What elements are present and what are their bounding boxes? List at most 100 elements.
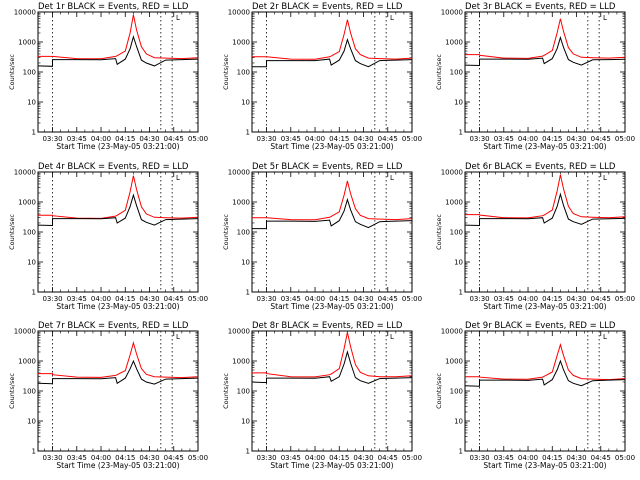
x-tick-label: 04:15 xyxy=(542,295,562,303)
y-tick-label: 10 xyxy=(27,259,36,267)
x-tick-label: 04:30 xyxy=(139,295,159,303)
x-axis-label: Start Time (23-May-05 03:21:00) xyxy=(483,142,606,151)
x-tick-label: 03:30 xyxy=(42,454,62,462)
y-tick-label: 1 xyxy=(32,129,36,137)
corner-mark: L xyxy=(603,174,607,182)
x-axis-label: Start Time (23-May-05 03:21:00) xyxy=(270,461,393,470)
y-tick-label: 1 xyxy=(246,448,250,456)
x-tick-label: 05:00 xyxy=(615,295,635,303)
x-tick-label: 03:30 xyxy=(469,135,489,143)
panel-det-9: Det 9r BLACK = Events, RED = LLD L 1 10 100 1… xyxy=(435,321,635,470)
x-tick-label: 05:00 xyxy=(402,454,422,462)
y-tick-label: 1000 xyxy=(18,199,36,207)
lld-series-line xyxy=(38,14,199,60)
lld-series-line xyxy=(38,341,199,379)
x-tick-label: 04:30 xyxy=(139,454,159,462)
y-axis-label: Counts/sec xyxy=(435,214,443,250)
y-tick-label: 1 xyxy=(459,129,463,137)
y-tick-label: 10000 xyxy=(14,9,36,17)
corner-mark: L xyxy=(390,333,394,341)
x-tick-label: 04:30 xyxy=(353,454,373,462)
x-tick-label: 03:45 xyxy=(67,295,87,303)
x-tick-label: 03:30 xyxy=(256,454,276,462)
panel-title: Det 5r BLACK = Events, RED = LLD xyxy=(252,162,403,172)
y-tick-label: 10 xyxy=(241,99,250,107)
y-tick-label: 100 xyxy=(23,229,36,237)
panel-title: Det 6r BLACK = Events, RED = LLD xyxy=(465,162,616,172)
x-tick-label: 04:15 xyxy=(115,295,135,303)
y-tick-label: 10000 xyxy=(228,9,250,17)
corner-mark: L xyxy=(390,174,394,182)
x-tick-label: 05:00 xyxy=(615,454,635,462)
y-tick-label: 10000 xyxy=(14,169,36,177)
x-tick-label: 03:45 xyxy=(494,295,514,303)
lld-series-line xyxy=(252,19,413,60)
y-tick-label: 100 xyxy=(237,388,250,396)
y-axis-label: Counts/sec xyxy=(8,373,16,409)
y-tick-label: 100 xyxy=(237,69,250,77)
x-tick-label: 03:45 xyxy=(281,454,301,462)
corner-mark: L xyxy=(176,333,180,341)
panel-det-5: Det 5r BLACK = Events, RED = LLD L 1 10 100 1… xyxy=(222,162,422,311)
y-tick-label: 100 xyxy=(450,229,463,237)
lld-series-line xyxy=(465,174,626,219)
y-tick-label: 10 xyxy=(454,99,463,107)
y-tick-label: 10000 xyxy=(441,169,463,177)
corner-mark: L xyxy=(176,14,180,22)
x-tick-label: 03:30 xyxy=(469,454,489,462)
panel-det-7: Det 7r BLACK = Events, RED = LLD L 1 10 100 1… xyxy=(8,321,208,470)
y-axis-label: Counts/sec xyxy=(222,54,230,90)
x-tick-label: 04:45 xyxy=(378,295,398,303)
panel-title: Det 3r BLACK = Events, RED = LLD xyxy=(465,2,616,12)
x-tick-label: 04:30 xyxy=(566,454,586,462)
x-tick-label: 03:30 xyxy=(256,295,276,303)
x-tick-label: 05:00 xyxy=(188,135,208,143)
y-tick-label: 100 xyxy=(450,388,463,396)
y-tick-label: 10 xyxy=(27,99,36,107)
plot-frame xyxy=(251,171,413,293)
x-tick-label: 03:45 xyxy=(494,454,514,462)
x-axis-label: Start Time (23-May-05 03:21:00) xyxy=(483,461,606,470)
y-tick-label: 10000 xyxy=(228,328,250,336)
y-tick-label: 1000 xyxy=(18,358,36,366)
x-tick-label: 04:45 xyxy=(378,135,398,143)
plot-frame xyxy=(37,171,199,293)
x-tick-label: 04:30 xyxy=(353,135,373,143)
x-tick-label: 04:30 xyxy=(566,135,586,143)
x-tick-label: 05:00 xyxy=(402,295,422,303)
x-tick-label: 04:45 xyxy=(591,454,611,462)
y-tick-label: 1 xyxy=(246,129,250,137)
panel-det-3: Det 3r BLACK = Events, RED = LLD L 1 10 100 1… xyxy=(435,2,635,151)
y-axis-label: Counts/sec xyxy=(8,54,16,90)
x-axis-label: Start Time (23-May-05 03:21:00) xyxy=(270,302,393,311)
events-series-line xyxy=(252,37,413,68)
panel-det-4: Det 4r BLACK = Events, RED = LLD L 1 10 100 1… xyxy=(8,162,208,311)
x-tick-label: 04:15 xyxy=(329,295,349,303)
y-axis-label: Counts/sec xyxy=(222,373,230,409)
panel-det-8: Det 8r BLACK = Events, RED = LLD L 1 10 100 1… xyxy=(222,321,422,470)
x-tick-label: 03:45 xyxy=(67,135,87,143)
x-tick-label: 04:30 xyxy=(566,295,586,303)
y-axis-label: Counts/sec xyxy=(435,373,443,409)
events-series-line xyxy=(464,359,626,387)
events-series-line xyxy=(464,192,626,227)
events-series-line xyxy=(464,35,626,67)
x-tick-label: 04:45 xyxy=(378,454,398,462)
events-series-line xyxy=(37,34,199,67)
events-series-line xyxy=(251,350,413,384)
x-tick-label: 03:45 xyxy=(281,295,301,303)
y-tick-label: 1 xyxy=(32,289,36,297)
x-tick-label: 04:45 xyxy=(164,295,184,303)
x-tick-label: 04:00 xyxy=(91,135,111,143)
x-tick-label: 03:30 xyxy=(42,135,62,143)
y-tick-label: 100 xyxy=(23,69,36,77)
y-tick-label: 1 xyxy=(459,289,463,297)
x-tick-label: 05:00 xyxy=(615,135,635,143)
x-tick-label: 04:30 xyxy=(139,135,159,143)
x-tick-label: 04:00 xyxy=(91,295,111,303)
y-tick-label: 1 xyxy=(32,448,36,456)
y-tick-label: 10 xyxy=(241,259,250,267)
y-tick-label: 1000 xyxy=(232,39,250,47)
x-tick-label: 04:15 xyxy=(542,454,562,462)
